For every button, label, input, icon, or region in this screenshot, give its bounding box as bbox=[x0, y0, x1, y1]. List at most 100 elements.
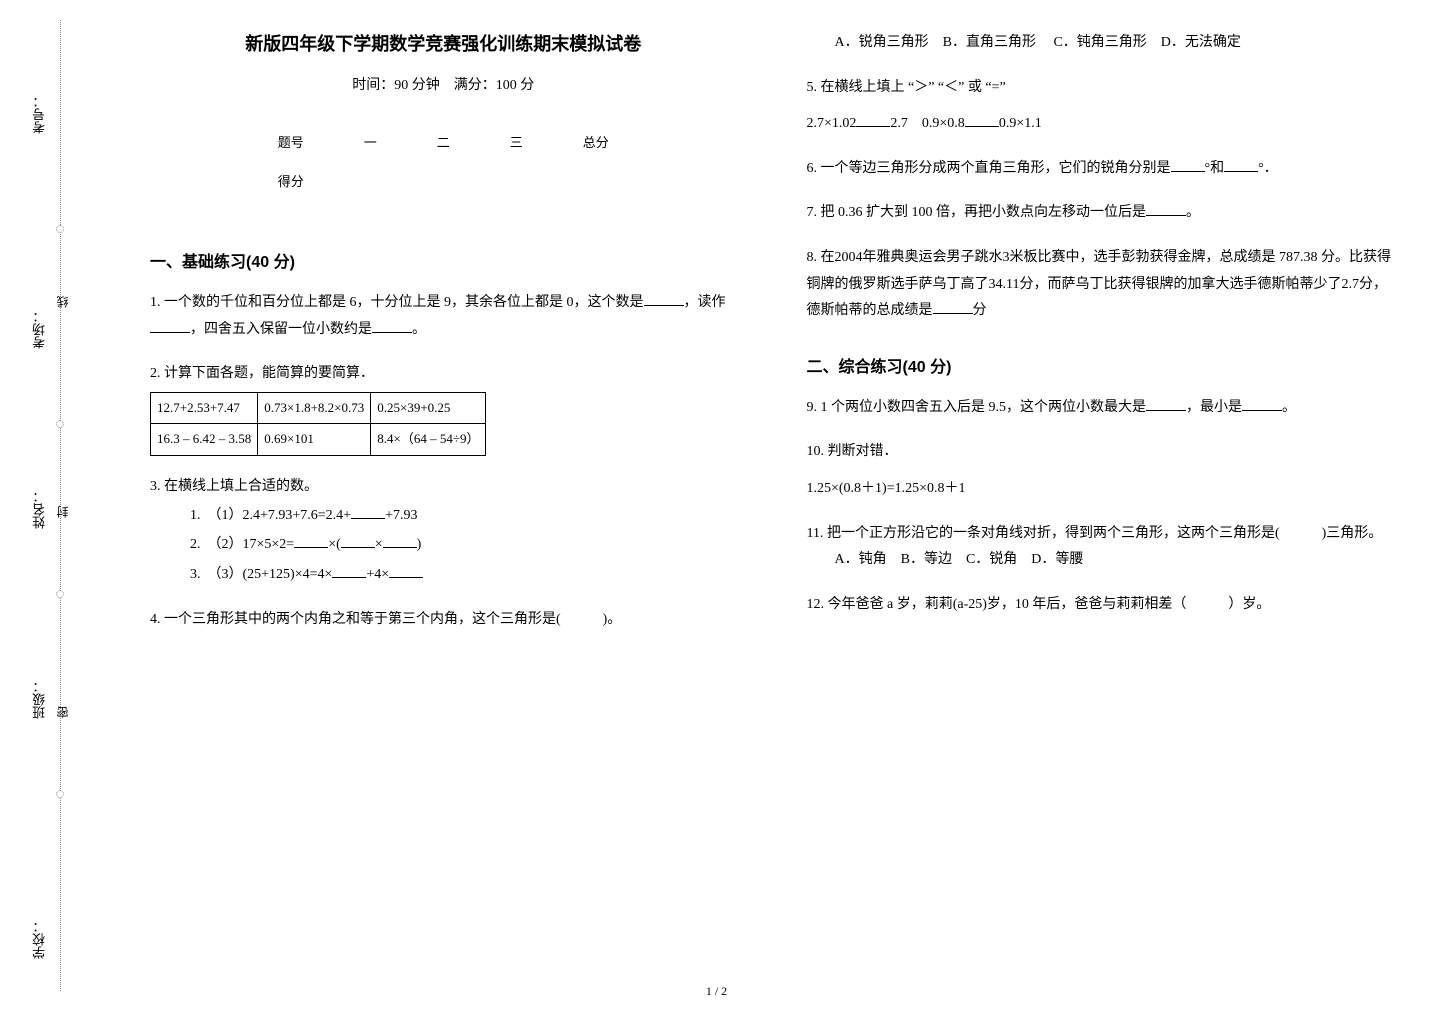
question-6: 6. 一个等边三角形分成两个直角三角形，它们的锐角分别是°和°． bbox=[807, 156, 1394, 183]
question-2: 2. 计算下面各题，能简算的要简算． 12.7+2.53+7.47 0.73×1… bbox=[150, 361, 737, 456]
binding-label-class: 班级： bbox=[30, 680, 49, 719]
question-8: 8. 在2004年雅典奥运会男子跳水3米板比赛中，选手彭勃获得金牌，总成绩是 7… bbox=[807, 245, 1394, 325]
blank bbox=[150, 319, 190, 333]
blank bbox=[856, 113, 890, 127]
column-right: A．锐角三角形 B．直角三角形 C．钝角三角形 D．无法确定 5. 在横线上填上… bbox=[807, 30, 1394, 981]
q12-stem: 12. 今年爸爸 a 岁，莉莉(a-25)岁，10 年后，爸爸与莉莉相差（ ）岁… bbox=[807, 597, 1271, 612]
q2-cell: 0.25×39+0.25 bbox=[371, 392, 486, 424]
question-12: 12. 今年爸爸 a 岁，莉莉(a-25)岁，10 年后，爸爸与莉莉相差（ ）岁… bbox=[807, 592, 1394, 619]
q3-1-a: 1. （1）2.4+7.93+7.6=2.4+ bbox=[190, 508, 351, 523]
question-7: 7. 把 0.36 扩大到 100 倍，再把小数点向左移动一位后是。 bbox=[807, 200, 1394, 227]
q1-text-b: ，读作 bbox=[684, 295, 726, 310]
score-cell bbox=[407, 161, 480, 200]
table-row: 16.3 – 6.42 – 3.58 0.69×101 8.4×（64 – 54… bbox=[151, 424, 486, 456]
q5-a: 2.7×1.02 bbox=[807, 116, 857, 131]
score-value-row: 得分 bbox=[248, 161, 639, 200]
q2-cell: 0.69×101 bbox=[258, 424, 371, 456]
blank bbox=[644, 292, 684, 306]
blank bbox=[1242, 397, 1282, 411]
q5-b: 2.7 0.9×0.8 bbox=[890, 116, 964, 131]
binding-circle bbox=[56, 225, 64, 233]
q8-a: 8. 在2004年雅典奥运会男子跳水3米板比赛中，选手彭勃获得金牌，总成绩是 7… bbox=[807, 250, 1392, 318]
q3-1-b: +7.93 bbox=[385, 508, 417, 523]
question-11: 11. 把一个正方形沿它的一条对角线对折，得到两个三角形，这两个三角形是( )三… bbox=[807, 521, 1394, 574]
score-h-2: 二 bbox=[407, 122, 480, 161]
question-9: 9. 1 个两位小数四舍五入后是 9.5，这个两位小数最大是，最小是。 bbox=[807, 395, 1394, 422]
q3-item-1: 1. （1）2.4+7.93+7.6=2.4+ +7.93 bbox=[190, 501, 737, 530]
score-h-4: 总分 bbox=[553, 122, 639, 161]
q9-a: 9. 1 个两位小数四舍五入后是 9.5，这个两位小数最大是 bbox=[807, 400, 1147, 415]
q3-2-d: ) bbox=[417, 537, 422, 552]
q4-stem: 4. 一个三角形其中的两个内角之和等于第三个内角，这个三角形是( )。 bbox=[150, 612, 621, 627]
score-cell bbox=[480, 161, 553, 200]
blank bbox=[1146, 202, 1186, 216]
blank bbox=[1146, 397, 1186, 411]
score-h-1: 一 bbox=[334, 122, 407, 161]
q2-cell: 8.4×（64 – 54÷9） bbox=[371, 424, 486, 456]
q3-item-3: 3. （3）(25+125)×4=4× +4× bbox=[190, 560, 737, 589]
blank bbox=[1224, 158, 1258, 172]
question-4-options: A．锐角三角形 B．直角三角形 C．钝角三角形 D．无法确定 bbox=[821, 30, 1394, 57]
column-left: 新版四年级下学期数学竞赛强化训练期末模拟试卷 时间：90 分钟 满分：100 分… bbox=[150, 30, 737, 981]
question-10: 10. 判断对错． 1.25×(0.8＋1)=1.25×0.8＋1 bbox=[807, 439, 1394, 502]
blank bbox=[933, 300, 973, 314]
q2-cell: 16.3 – 6.42 – 3.58 bbox=[151, 424, 258, 456]
blank bbox=[965, 113, 999, 127]
blank bbox=[389, 564, 423, 578]
q6-b: °和 bbox=[1205, 161, 1225, 176]
binding-label-name: 姓名： bbox=[30, 490, 49, 529]
binding-seg-secret: 密 bbox=[54, 700, 71, 718]
q3-2-c: × bbox=[375, 537, 383, 552]
q3-stem: 3. 在横线上填上合适的数。 bbox=[150, 474, 737, 501]
q10-expr: 1.25×(0.8＋1)=1.25×0.8＋1 bbox=[807, 476, 1394, 503]
blank bbox=[341, 534, 375, 548]
q2-stem: 2. 计算下面各题，能简算的要简算． bbox=[150, 361, 737, 388]
q7-a: 7. 把 0.36 扩大到 100 倍，再把小数点向左移动一位后是 bbox=[807, 205, 1147, 220]
binding-seg-seal: 封 bbox=[54, 500, 71, 518]
q9-b: ，最小是 bbox=[1186, 400, 1242, 415]
q5-row: 2.7×1.02 2.7 0.9×0.8 0.9×1.1 bbox=[807, 111, 1394, 138]
page-content: 新版四年级下学期数学竞赛强化训练期末模拟试卷 时间：90 分钟 满分：100 分… bbox=[150, 30, 1393, 981]
section-2-heading: 二、综合练习(40 分) bbox=[807, 353, 1394, 377]
q3-2-b: ×( bbox=[328, 537, 341, 552]
q3-3-a: 3. （3）(25+125)×4=4× bbox=[190, 567, 332, 582]
q3-sublist: 1. （1）2.4+7.93+7.6=2.4++7.93 2. （2）17×5×… bbox=[190, 501, 737, 589]
q1-text-d: 。 bbox=[412, 322, 426, 337]
score-cell bbox=[334, 161, 407, 200]
q5-c: 0.9×1.1 bbox=[999, 116, 1042, 131]
binding-circle bbox=[56, 790, 64, 798]
q1-text-a: 1. 一个数的千位和百分位上都是 6，十分位上是 9，其余各位上都是 0，这个数… bbox=[150, 295, 644, 310]
blank bbox=[332, 564, 366, 578]
score-row-label: 得分 bbox=[248, 161, 334, 200]
q10-stem: 10. 判断对错． bbox=[807, 439, 1394, 466]
q11-stem: 11. 把一个正方形沿它的一条对角线对折，得到两个三角形，这两个三角形是( )三… bbox=[807, 521, 1394, 548]
q2-table: 12.7+2.53+7.47 0.73×1.8+8.2×0.73 0.25×39… bbox=[150, 392, 486, 456]
question-3: 3. 在横线上填上合适的数。 1. （1）2.4+7.93+7.6=2.4+ +7… bbox=[150, 474, 737, 589]
q1-text-c: ，四舍五入保留一位小数约是 bbox=[190, 322, 372, 337]
question-1: 1. 一个数的千位和百分位上都是 6，十分位上是 9，其余各位上都是 0，这个数… bbox=[150, 290, 737, 343]
binding-circle bbox=[56, 590, 64, 598]
q2-cell: 12.7+2.53+7.47 bbox=[151, 392, 258, 424]
score-table: 题号 一 二 三 总分 得分 bbox=[248, 122, 639, 200]
q2-cell: 0.73×1.8+8.2×0.73 bbox=[258, 392, 371, 424]
exam-title: 新版四年级下学期数学竞赛强化训练期末模拟试卷 bbox=[150, 30, 737, 56]
binding-label-school: 学校： bbox=[30, 920, 49, 959]
score-header-row: 题号 一 二 三 总分 bbox=[248, 122, 639, 161]
exam-subtitle: 时间：90 分钟 满分：100 分 bbox=[150, 74, 737, 94]
binding-seg-line: 线 bbox=[54, 290, 71, 308]
q8-b: 分 bbox=[973, 303, 987, 318]
score-h-3: 三 bbox=[480, 122, 553, 161]
binding-circle bbox=[56, 420, 64, 428]
q6-c: °． bbox=[1258, 161, 1278, 176]
q3-item-2: 2. （2）17×5×2=×(×) bbox=[190, 530, 737, 559]
q11-options: A．钝角 B．等边 C．锐角 D．等腰 bbox=[821, 547, 1394, 574]
blank bbox=[372, 319, 412, 333]
blank bbox=[351, 505, 385, 519]
blank bbox=[1171, 158, 1205, 172]
binding-label-exam-no: 考号： bbox=[30, 95, 49, 134]
table-row: 12.7+2.53+7.47 0.73×1.8+8.2×0.73 0.25×39… bbox=[151, 392, 486, 424]
section-1-heading: 一、基础练习(40 分) bbox=[150, 248, 737, 272]
binding-label-room: 考场： bbox=[30, 310, 49, 349]
q3-3-b: +4× bbox=[366, 567, 389, 582]
score-cell bbox=[553, 161, 639, 200]
